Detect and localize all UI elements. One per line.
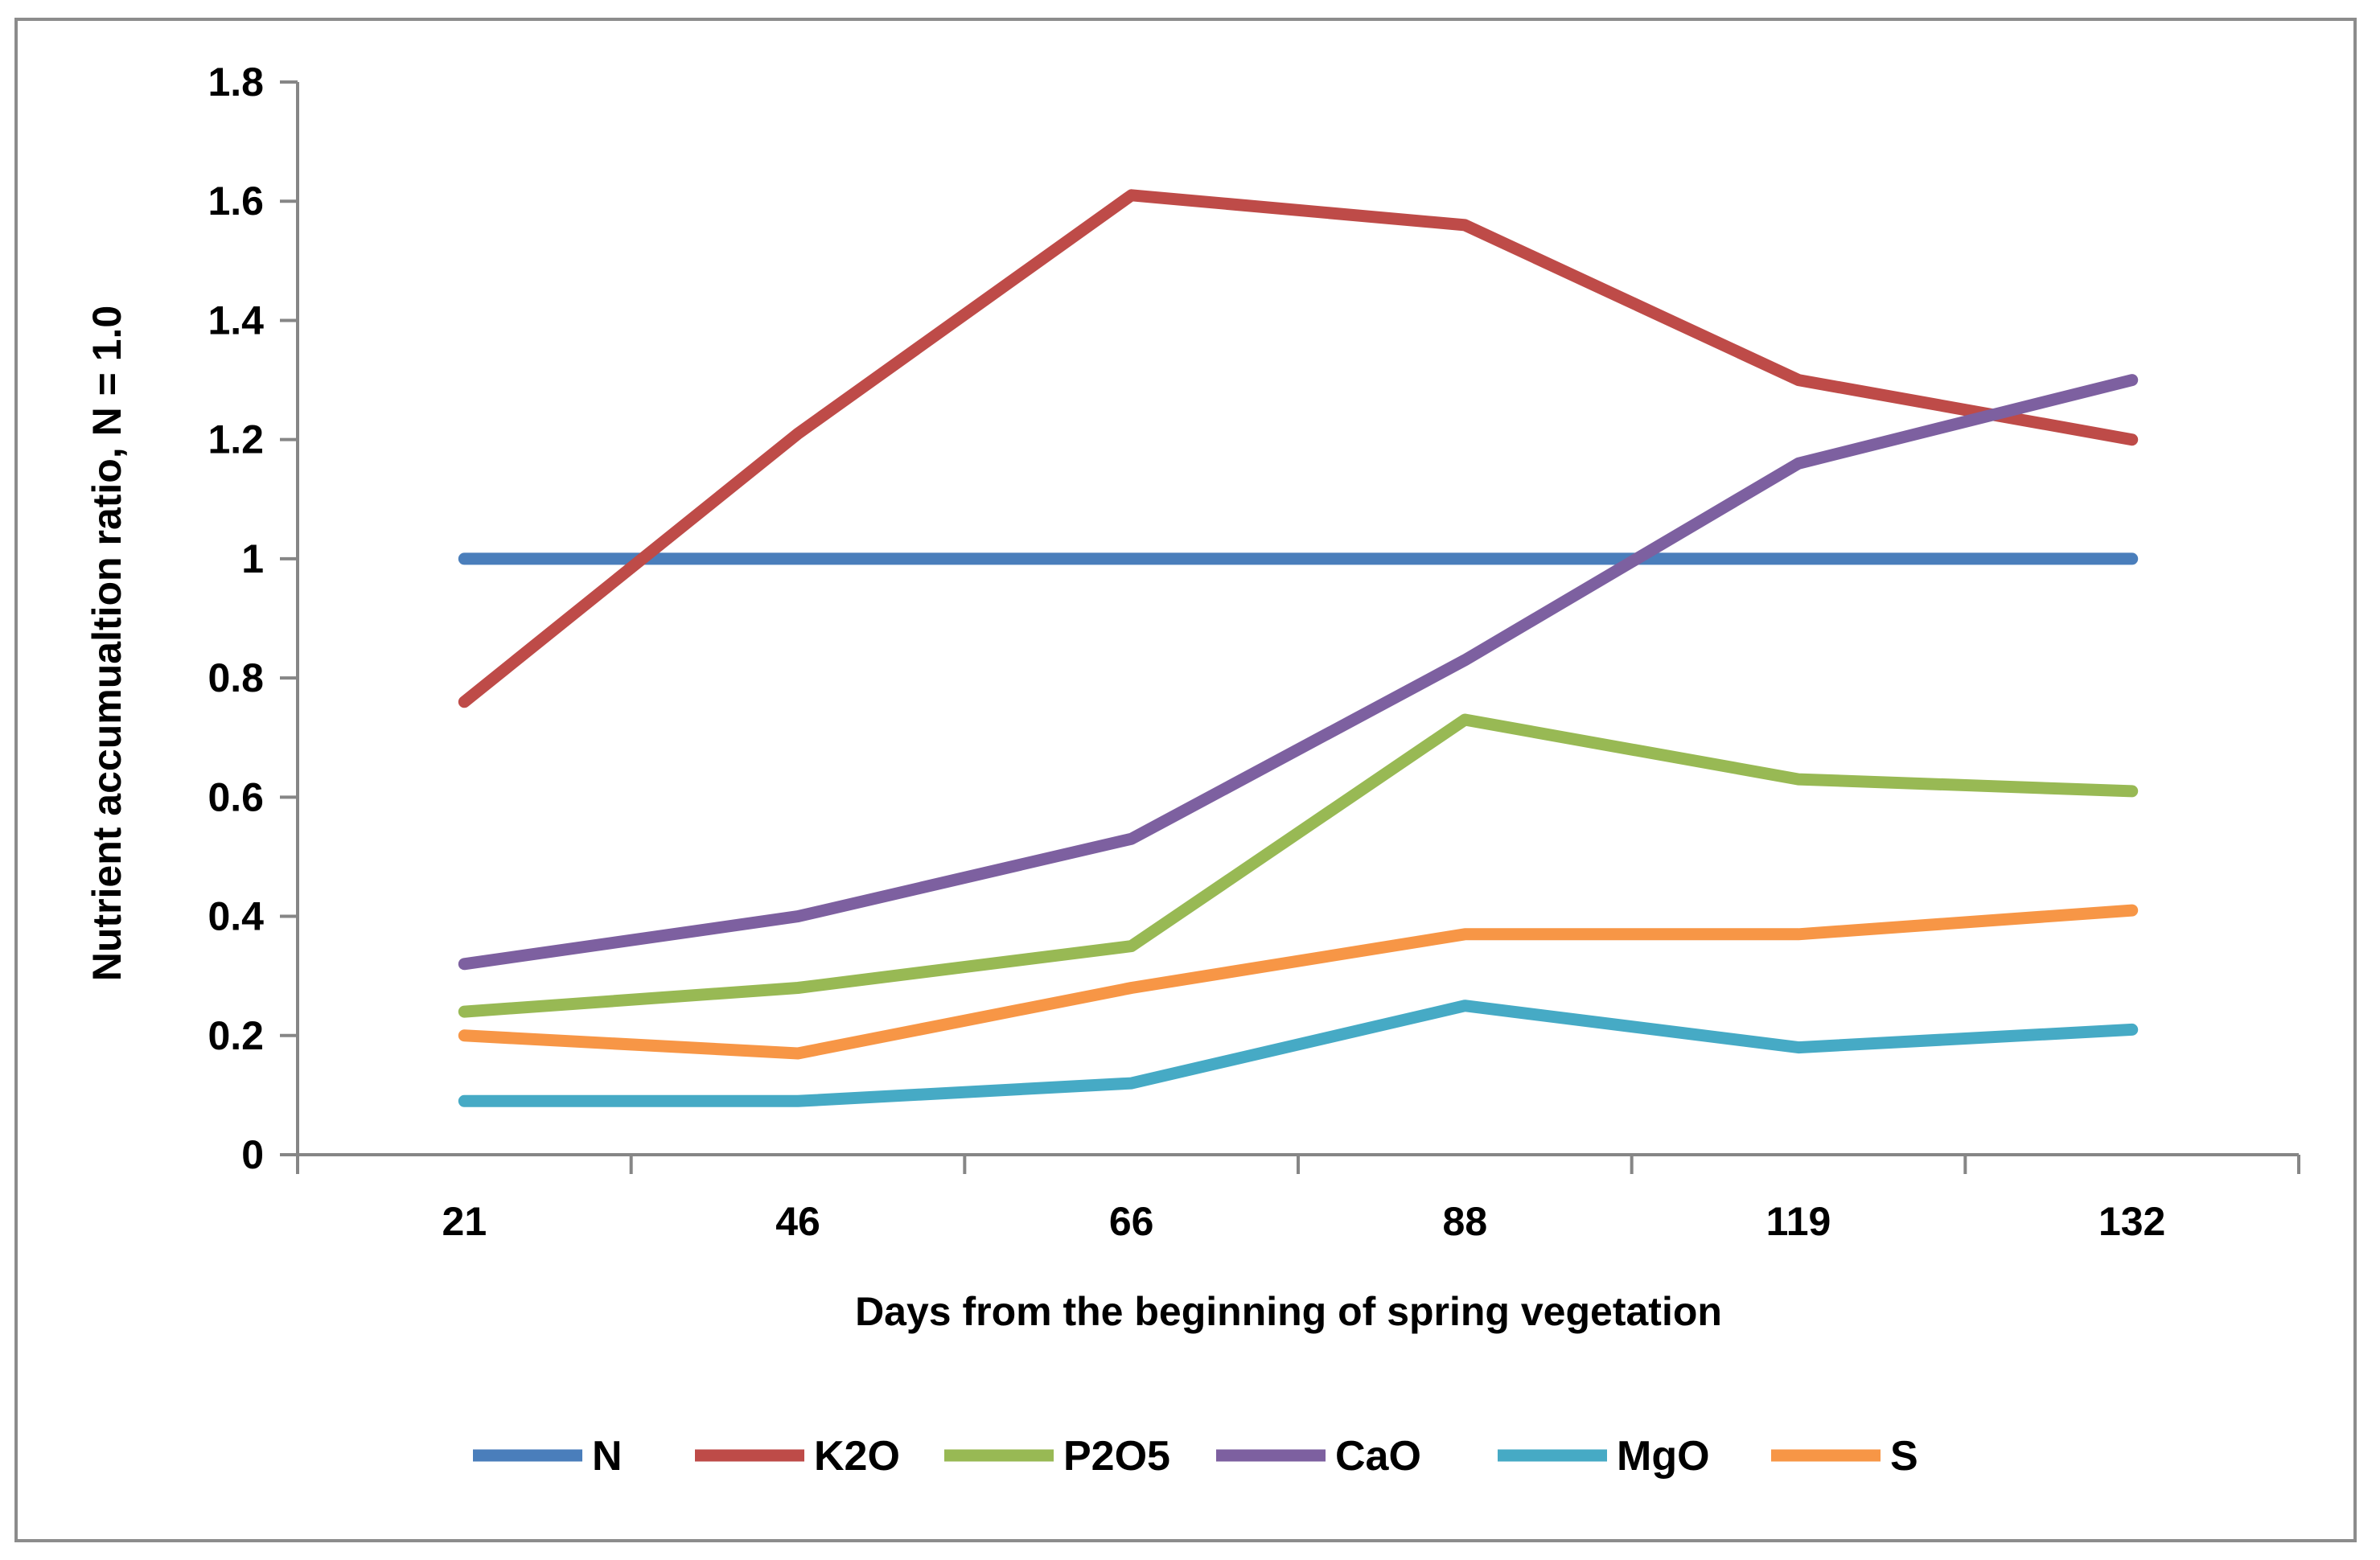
legend-label-mgo: MgO <box>1617 1433 1710 1480</box>
y-tick-label: 1.8 <box>208 60 264 105</box>
series-line-k2o <box>458 189 2139 708</box>
y-tick-label: 1.2 <box>208 417 264 462</box>
axes: 0 0.2 0.4 0.6 0.8 1 1.2 1.4 1.6 1.8 21 46 66 88 119 132 <box>208 60 2300 1244</box>
x-tick-label: 21 <box>442 1199 487 1244</box>
y-tick-label: 1 <box>241 536 264 581</box>
x-tick-label: 66 <box>1109 1199 1154 1244</box>
y-tick-label: 0.2 <box>208 1013 264 1058</box>
y-axis-title: Nutrient accumualtion ratio, N = 1.0 <box>84 306 129 981</box>
y-tick-label: 1.4 <box>208 298 264 343</box>
series-line-s <box>458 904 2139 1060</box>
x-tick-label: 88 <box>1443 1199 1488 1244</box>
y-tick-label: 0.4 <box>208 894 264 939</box>
y-tick-label: 0.8 <box>208 655 264 700</box>
y-tick-label: 1.6 <box>208 179 264 224</box>
x-tick-label: 132 <box>2098 1199 2165 1244</box>
y-tick-label: 0 <box>241 1132 264 1177</box>
x-tick-label: 119 <box>1766 1199 1831 1244</box>
legend-label-p2o5: P2O5 <box>1063 1433 1170 1480</box>
legend: N K2O P2O5 CaO MgO S <box>473 1433 1918 1480</box>
x-axis-title: Days from the beginning of spring vegeta… <box>855 1289 1722 1334</box>
x-tick-label: 46 <box>775 1199 820 1244</box>
legend-label-s: S <box>1890 1433 1918 1480</box>
y-tick-label: 0.6 <box>208 774 264 819</box>
axis-labels: Days from the beginning of spring vegeta… <box>84 306 1722 1334</box>
legend-label-k2o: K2O <box>814 1433 900 1480</box>
series-lines <box>458 189 2139 1107</box>
legend-label-cao: CaO <box>1335 1433 1421 1480</box>
series-line-cao <box>458 374 2139 971</box>
series-line-p2o5 <box>458 713 2139 1018</box>
series-line-mgo <box>458 1000 2139 1107</box>
legend-label-n: N <box>592 1433 623 1480</box>
